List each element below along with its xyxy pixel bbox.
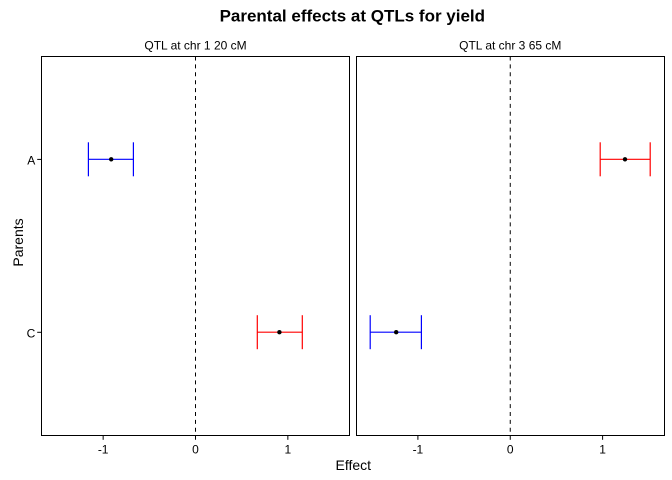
svg-text:0: 0 <box>507 443 514 457</box>
svg-text:Parental effects at QTLs for y: Parental effects at QTLs for yield <box>220 6 485 25</box>
svg-text:Parents: Parents <box>10 218 26 266</box>
svg-text:A: A <box>27 154 35 168</box>
svg-text:QTL at chr 3 65 cM: QTL at chr 3 65 cM <box>459 39 561 53</box>
svg-text:-1: -1 <box>413 443 424 457</box>
svg-text:Effect: Effect <box>336 457 372 473</box>
svg-text:0: 0 <box>192 443 199 457</box>
svg-text:C: C <box>27 327 36 341</box>
svg-text:1: 1 <box>285 443 292 457</box>
svg-text:-1: -1 <box>98 443 109 457</box>
svg-text:1: 1 <box>599 443 606 457</box>
svg-text:QTL at chr 1 20 cM: QTL at chr 1 20 cM <box>144 39 246 53</box>
